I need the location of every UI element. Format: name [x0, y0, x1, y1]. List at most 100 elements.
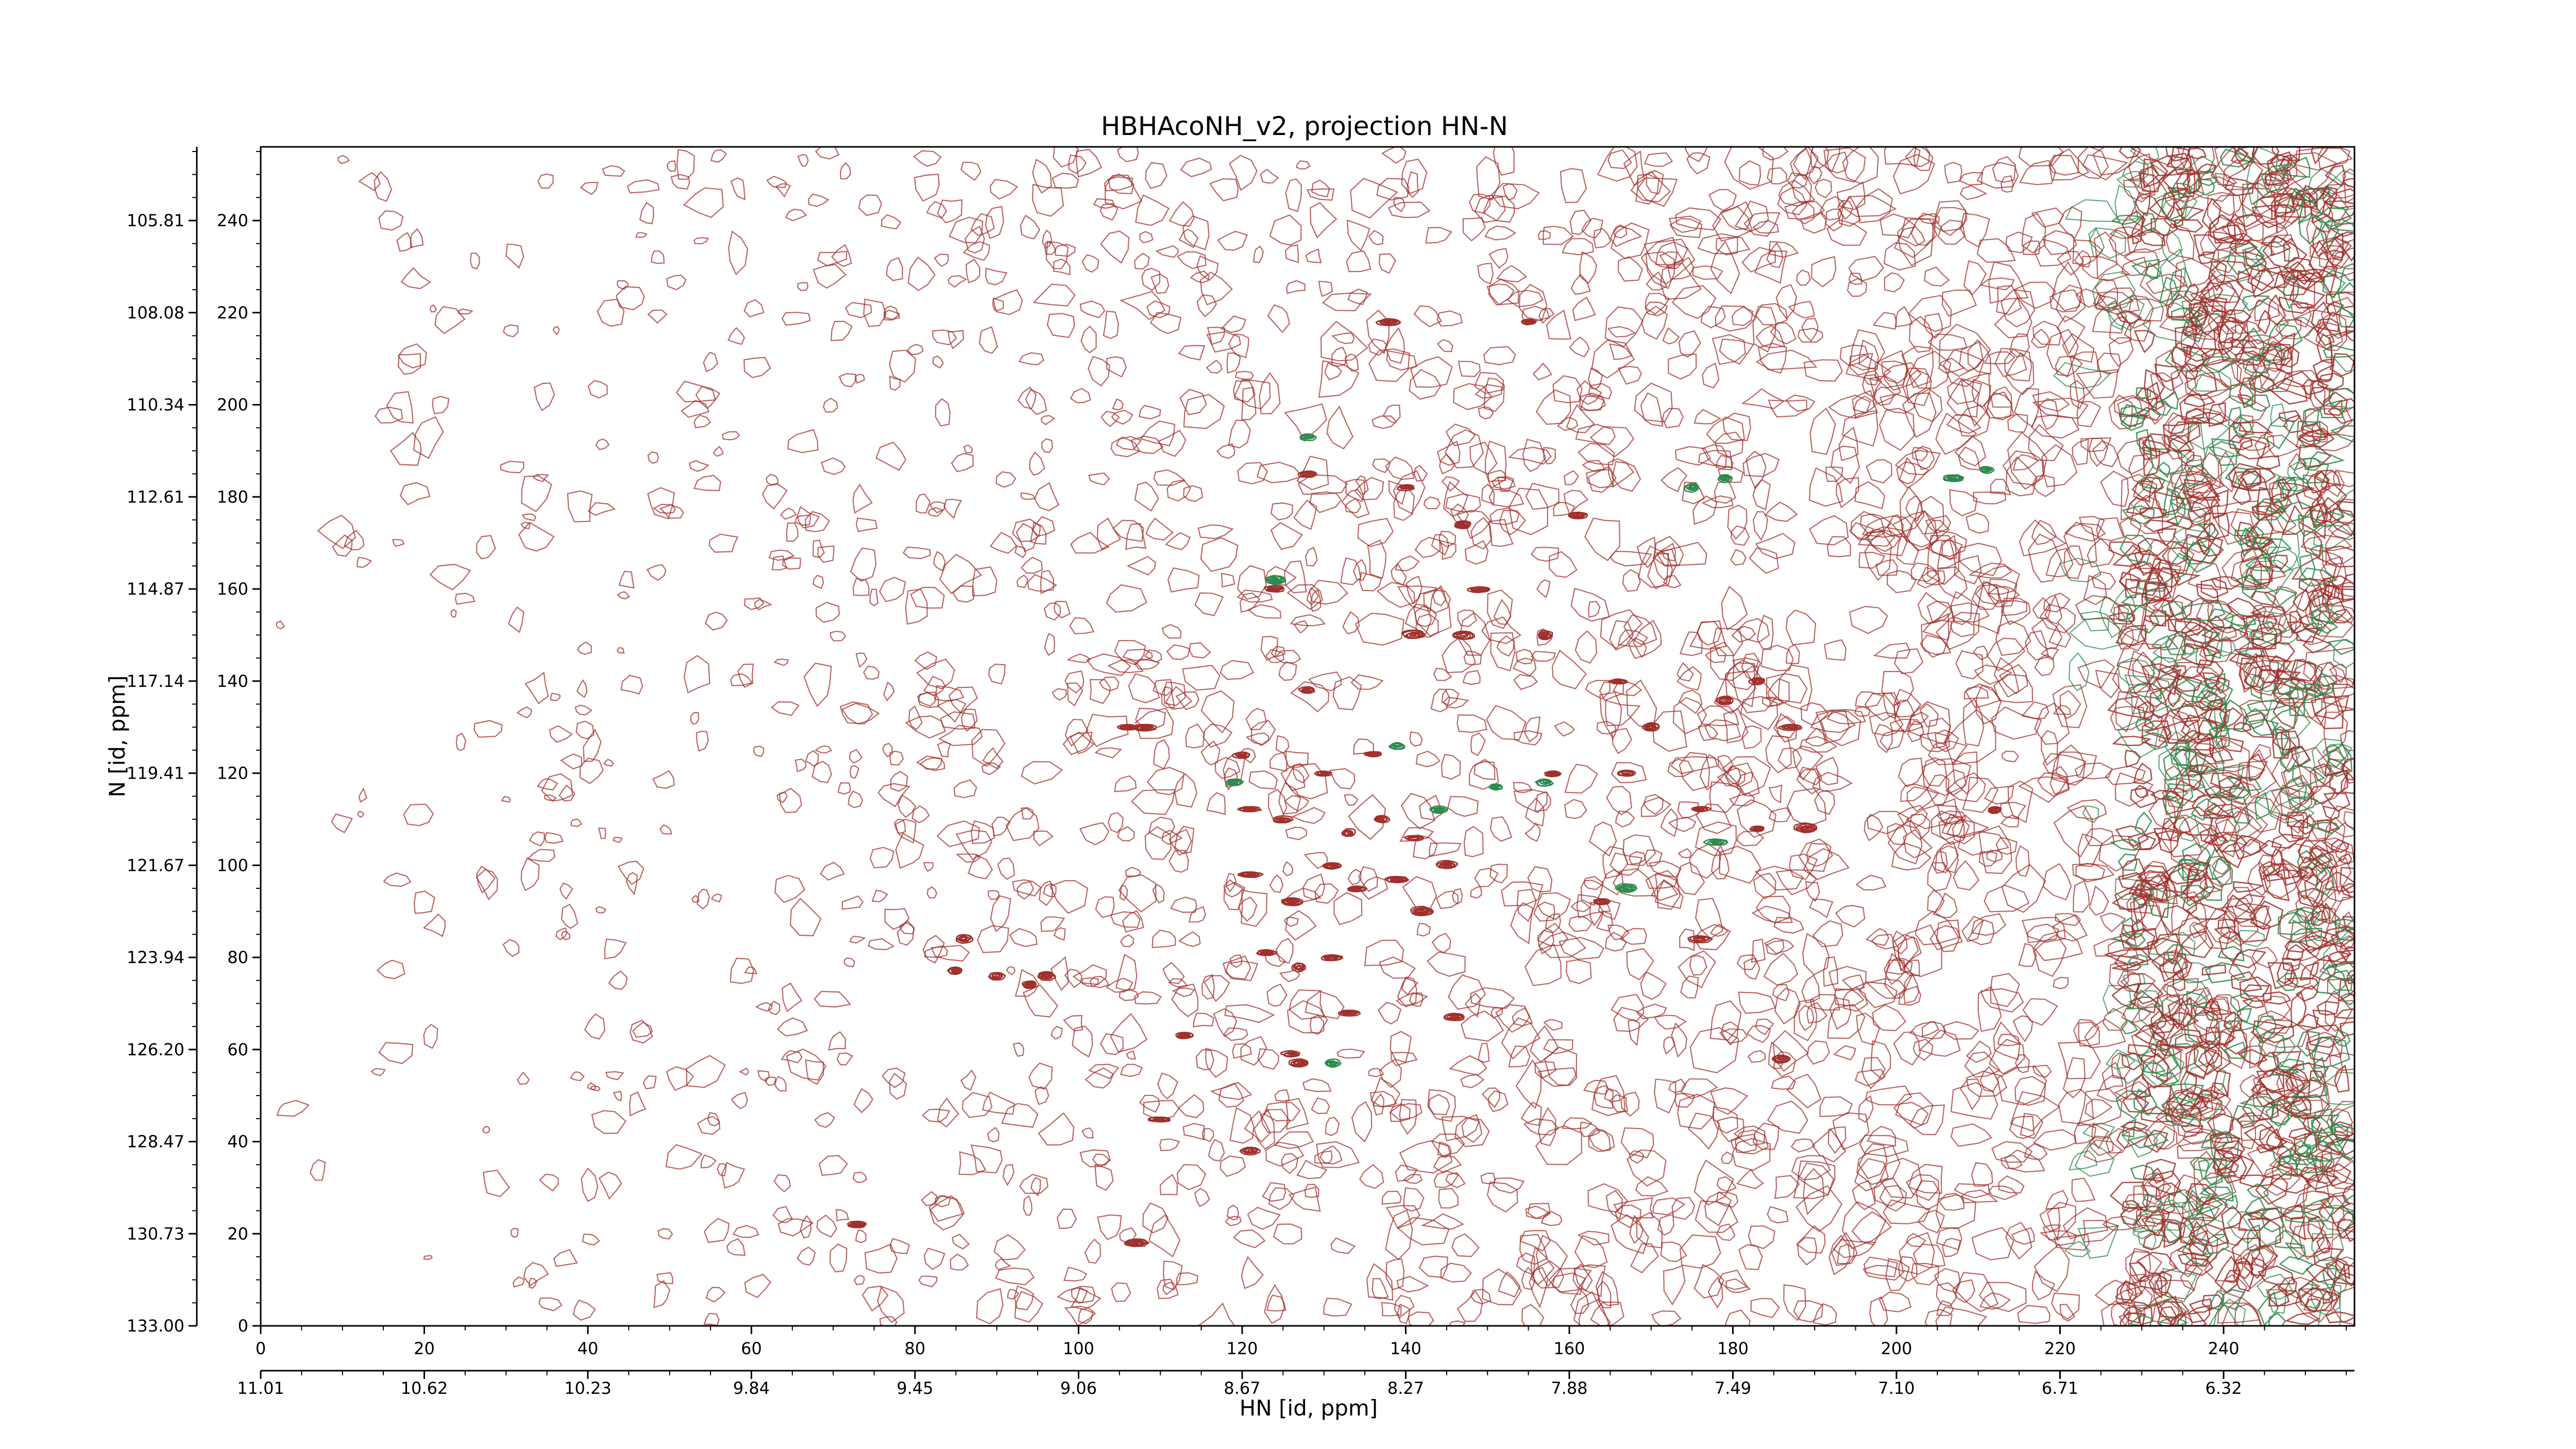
- noise-contour: [659, 824, 672, 835]
- positive-peak-ring: [1402, 486, 1409, 490]
- noise-contour: [1063, 1015, 1083, 1032]
- positive-peak-ring: [960, 936, 967, 940]
- noise-contour: [1736, 954, 1757, 970]
- y-index-tick-label: 60: [227, 1040, 248, 1059]
- noise-contour: [1731, 626, 1756, 643]
- noise-contour: [521, 513, 537, 521]
- noise-contour: [2216, 320, 2249, 351]
- noise-contour: [2262, 863, 2290, 882]
- noise-contour: [1546, 309, 1572, 340]
- noise-contour: [647, 487, 675, 519]
- noise-contour: [893, 818, 906, 834]
- noise-contour: [2200, 578, 2229, 599]
- noise-contour: [2120, 414, 2145, 431]
- noise-contour: [1879, 1157, 1923, 1199]
- noise-contour: [1481, 483, 1495, 504]
- noise-contour: [1381, 1302, 1402, 1317]
- noise-contour: [1496, 265, 1527, 283]
- noise-contour: [2148, 1273, 2163, 1299]
- noise-contour: [1155, 245, 1179, 258]
- positive-peak-ring: [1574, 514, 1581, 517]
- noise-contour: [1736, 830, 1765, 847]
- noise-contour: [1569, 209, 1592, 235]
- noise-contour: [2187, 147, 2207, 160]
- noise-contour: [2155, 1058, 2173, 1083]
- positive-peak: [1374, 815, 1391, 823]
- noise-contour: [1996, 1065, 2047, 1106]
- noise-contour: [1936, 810, 1967, 825]
- noise-contour: [1200, 271, 1233, 306]
- positive-peak: [1520, 318, 1537, 326]
- noise-contour: [1717, 1116, 1745, 1142]
- noise-contour: [2292, 764, 2326, 787]
- noise-contour: [855, 1229, 867, 1243]
- noise-contour: [774, 874, 806, 903]
- noise-contour: [2170, 147, 2192, 175]
- noise-contour: [2218, 395, 2267, 425]
- noise-contour: [1926, 774, 1950, 806]
- noise-contour: [2089, 885, 2109, 916]
- noise-contour: [1730, 549, 1747, 566]
- noise-contour: [2203, 802, 2234, 819]
- noise-contour: [1851, 1211, 1887, 1245]
- noise-contour: [1463, 650, 1482, 666]
- noise-contour: [2186, 868, 2209, 903]
- noise-contour: [1368, 230, 1384, 245]
- noise-contour: [2161, 434, 2195, 460]
- noise-contour: [1583, 1080, 1608, 1095]
- noise-contour: [2137, 227, 2166, 246]
- noise-contour: [2165, 795, 2182, 819]
- noise-contour: [1168, 850, 1189, 873]
- noise-contour: [2305, 1032, 2343, 1058]
- noise-contour: [500, 461, 524, 474]
- noise-contour: [2329, 239, 2354, 279]
- noise-contour: [2120, 1206, 2142, 1226]
- noise-contour: [2187, 1009, 2221, 1050]
- x-ppm-tick-label: 11.01: [237, 1378, 284, 1398]
- noise-contour: [2252, 505, 2279, 521]
- noise-contour: [575, 720, 595, 739]
- positive-peak-ring: [1347, 831, 1352, 835]
- noise-contour: [1216, 443, 1235, 459]
- noise-contour: [1990, 386, 2012, 408]
- noise-contour: [1302, 873, 1326, 901]
- noise-contour: [1145, 517, 1174, 541]
- noise-contour: [1270, 522, 1303, 550]
- noise-contour: [2136, 429, 2153, 454]
- noise-contour: [812, 540, 825, 559]
- noise-contour: [2195, 371, 2232, 392]
- noise-contour: [2188, 417, 2230, 450]
- noise-contour: [2329, 353, 2354, 377]
- positive-peak: [1321, 862, 1342, 870]
- noise-contour: [1409, 992, 1423, 1007]
- noise-contour: [1725, 1278, 1751, 1293]
- noise-contour: [852, 1171, 868, 1183]
- noise-contour: [2133, 1199, 2191, 1233]
- noise-contour: [2122, 1200, 2140, 1213]
- noise-contour: [1131, 789, 1176, 815]
- noise-contour: [1792, 745, 1824, 781]
- noise-contour: [1170, 896, 1197, 913]
- noise-contour: [1961, 915, 1984, 942]
- noise-contour: [1763, 952, 1799, 986]
- noise-contour: [1680, 631, 1703, 656]
- noise-contour: [1911, 447, 1928, 462]
- noise-contour: [1326, 406, 1353, 450]
- noise-contour: [2122, 1092, 2149, 1113]
- noise-contour: [1906, 1233, 1927, 1248]
- noise-contour: [2160, 863, 2201, 885]
- positive-peak: [1124, 1238, 1150, 1248]
- noise-contour: [2150, 217, 2178, 237]
- noise-contour: [1094, 1164, 1114, 1191]
- noise-contour: [2166, 1089, 2206, 1119]
- noise-contour: [693, 237, 709, 244]
- noise-contour: [1736, 618, 1770, 643]
- x-ppm-tick-label: 10.23: [564, 1378, 612, 1398]
- noise-contour: [814, 745, 833, 753]
- noise-contour: [2336, 498, 2354, 518]
- noise-contour: [2219, 699, 2249, 730]
- noise-contour: [2122, 1119, 2137, 1138]
- noise-contour: [1698, 724, 1719, 742]
- noise-contour: [2141, 212, 2156, 232]
- noise-contour: [1489, 816, 1513, 842]
